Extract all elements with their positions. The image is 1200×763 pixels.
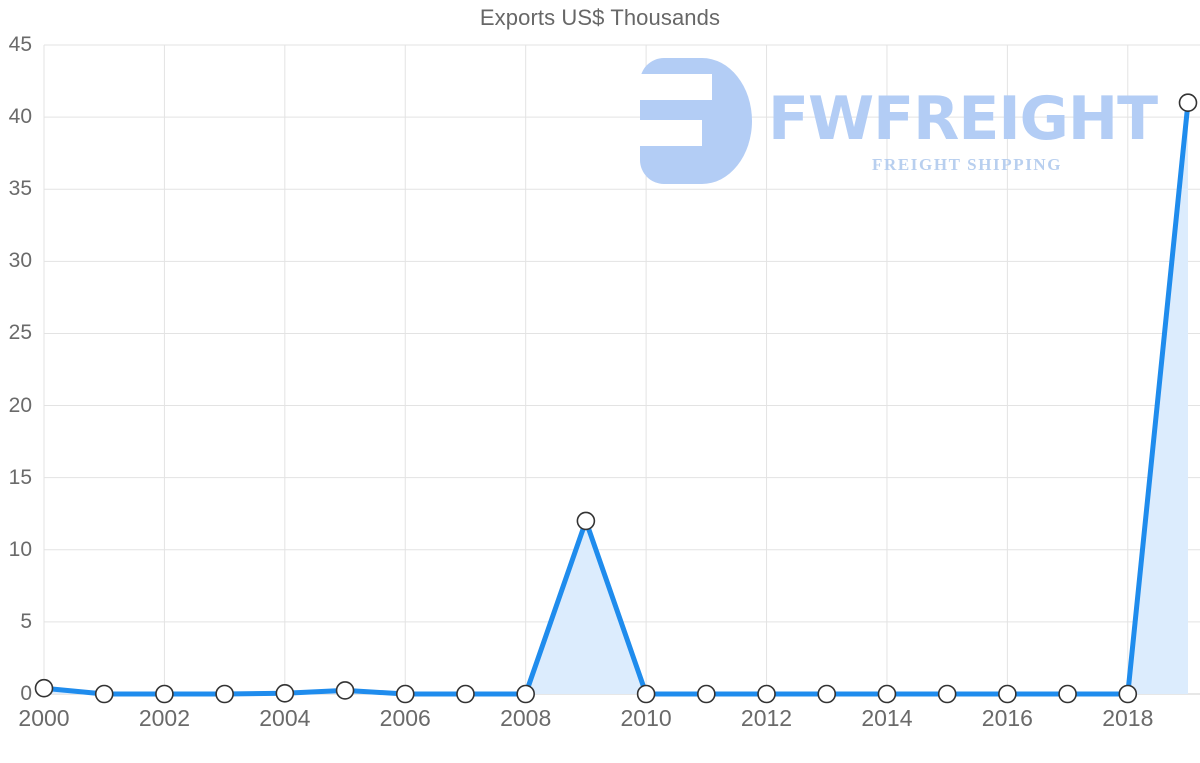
data-point-marker[interactable]	[877, 684, 897, 704]
data-point-marker[interactable]	[757, 684, 776, 704]
y-axis-tick-label: 0	[20, 682, 32, 705]
data-point-marker[interactable]	[456, 684, 475, 704]
x-axis-tick-label: 2018	[1102, 705, 1154, 731]
y-axis-tick-label: 35	[8, 177, 32, 201]
series-markers	[34, 93, 1198, 704]
y-axis-labels: 0 5 10 15 20 25 30 35 40 45	[0, 0, 32, 763]
y-axis-tick-label: 15	[8, 465, 32, 489]
y-axis-tick-label: 5	[20, 609, 32, 633]
data-point-marker[interactable]	[998, 684, 1017, 704]
series-line	[41, 100, 1191, 697]
data-point-marker[interactable]	[1118, 684, 1138, 704]
x-axis-tick-label: 2006	[379, 705, 431, 731]
x-axis-tick-label: 2012	[740, 705, 793, 731]
x-axis-tick-label: 2004	[259, 705, 311, 731]
data-point-marker[interactable]	[94, 684, 114, 704]
data-point-marker[interactable]	[576, 511, 596, 531]
data-point-marker[interactable]	[34, 678, 54, 698]
x-axis-tick-label: 2008	[500, 705, 552, 731]
data-point-marker[interactable]	[275, 683, 295, 703]
data-point-marker[interactable]	[817, 684, 837, 704]
data-point-marker[interactable]	[215, 684, 234, 704]
y-axis-tick-label: 40	[8, 105, 32, 129]
data-point-marker[interactable]	[697, 684, 716, 704]
data-point-marker[interactable]	[155, 684, 174, 704]
data-point-marker[interactable]	[395, 684, 415, 704]
data-point-marker[interactable]	[335, 681, 355, 700]
x-axis-tick-label: 2014	[861, 705, 913, 731]
x-axis-tick-label: 2016	[981, 705, 1033, 731]
y-axis-tick-label: 10	[8, 537, 32, 561]
y-axis-tick-label: 45	[8, 33, 32, 56]
y-axis-tick-label: 30	[8, 249, 32, 273]
x-axis-tick-label: 2002	[138, 705, 190, 731]
x-axis-tick-label: 2010	[620, 705, 672, 731]
x-axis-tick-label: 2000	[18, 705, 70, 731]
chart-title: Exports US$ Thousands	[479, 5, 721, 30]
y-axis-tick-label: 25	[8, 321, 32, 345]
data-point-marker[interactable]	[1178, 93, 1198, 112]
data-point-marker[interactable]	[516, 684, 535, 704]
data-point-marker[interactable]	[1058, 684, 1077, 704]
y-axis-tick-label: 20	[8, 393, 32, 417]
data-point-marker[interactable]	[937, 684, 957, 704]
data-point-marker[interactable]	[636, 684, 656, 704]
